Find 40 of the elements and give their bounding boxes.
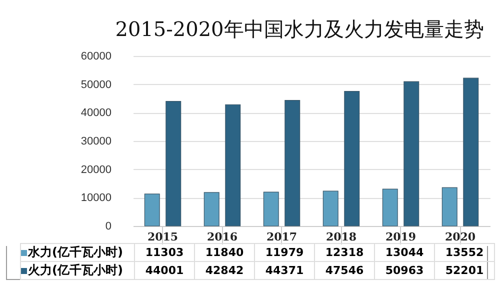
data-label: 11840 [194,244,254,262]
data-label: 42842 [194,262,254,280]
bar [225,104,241,226]
bar [463,78,479,226]
data-label: 11303 [134,244,194,262]
chart-title: 2015-2020年中国水力及火力发电量走势 [115,17,484,41]
bar [382,188,398,226]
x-tick-label: 2015 [147,230,178,244]
bar [404,81,420,226]
x-tick-label: 2016 [206,230,238,244]
x-tick-label: 2017 [266,230,298,244]
y-tick-label: 20000 [80,164,112,176]
data-label: 50963 [374,262,434,280]
x-tick-label: 2018 [326,230,357,244]
bar [263,192,279,226]
bar [204,192,220,226]
y-tick-label: 40000 [80,107,112,120]
data-label: 13044 [374,244,434,262]
legend-label: 水力(亿千瓦小时) [20,244,134,262]
bar [284,100,300,226]
y-tick-label: 60000 [80,50,112,62]
data-label: 13552 [434,244,494,262]
bar [322,190,338,226]
data-label: 44371 [254,262,314,280]
legend-label: 火力(亿千瓦小时) [20,262,134,280]
data-label: 11979 [254,244,314,262]
bar [442,187,458,226]
bar [166,101,182,226]
data-label: 44001 [134,262,194,280]
data-label: 12318 [314,244,374,262]
bar [144,194,160,226]
data-label: 47546 [314,262,374,280]
x-tick-label: 2020 [444,230,476,244]
y-tick-label: 0 [105,220,112,232]
x-tick-label: 2019 [385,230,416,244]
y-tick-label: 50000 [80,78,112,91]
y-tick-label: 10000 [80,192,112,204]
bar [344,90,360,226]
data-label: 52201 [434,262,494,280]
y-tick-label: 30000 [80,136,112,148]
